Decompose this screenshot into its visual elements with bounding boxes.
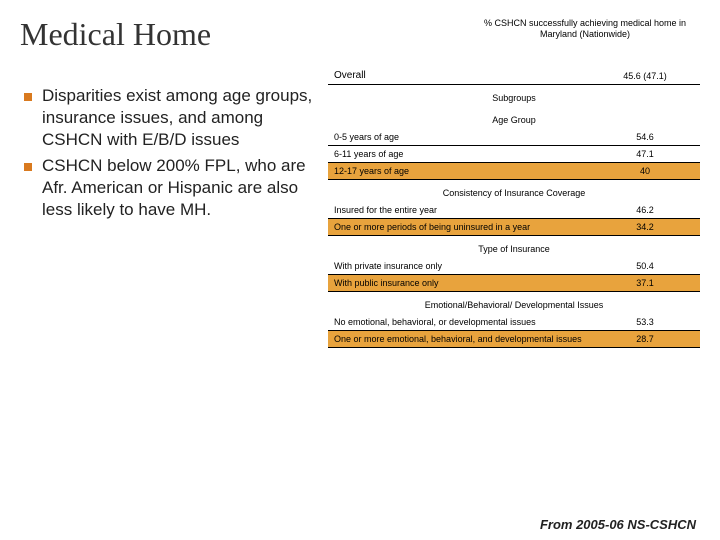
section-header: Age Group	[328, 107, 700, 129]
row-value: 34.2	[590, 219, 700, 236]
row-value: 28.7	[590, 331, 700, 348]
table-row: No emotional, behavioral, or development…	[328, 314, 700, 331]
row-label: 6-11 years of age	[328, 146, 590, 163]
bullet-item: Disparities exist among age groups, insu…	[20, 85, 320, 151]
row-value: 40	[590, 163, 700, 180]
source-citation: From 2005-06 NS-CSHCN	[540, 517, 696, 532]
table-row: One or more periods of being uninsured i…	[328, 219, 700, 236]
row-label: With private insurance only	[328, 258, 590, 275]
page-title: Medical Home	[20, 16, 470, 53]
data-table: Overall 45.6 (47.1) Subgroups Age Group0…	[328, 67, 700, 348]
row-label: One or more periods of being uninsured i…	[328, 219, 590, 236]
row-label: No emotional, behavioral, or development…	[328, 314, 590, 331]
row-label: One or more emotional, behavioral, and d…	[328, 331, 590, 348]
subgroups-header: Subgroups	[328, 85, 700, 108]
table-row: 6-11 years of age47.1	[328, 146, 700, 163]
row-value: 46.2	[590, 202, 700, 219]
row-label: Insured for the entire year	[328, 202, 590, 219]
row-value: 50.4	[590, 258, 700, 275]
bullet-text: Disparities exist among age groups, insu…	[42, 85, 320, 151]
bullet-list: Disparities exist among age groups, insu…	[20, 67, 320, 348]
section-header: Emotional/Behavioral/ Developmental Issu…	[328, 292, 700, 315]
overall-value: 45.6 (47.1)	[590, 67, 700, 85]
column-header: % CSHCN successfully achieving medical h…	[470, 16, 700, 40]
table-row: With private insurance only50.4	[328, 258, 700, 275]
table-row: One or more emotional, behavioral, and d…	[328, 331, 700, 348]
bullet-item: CSHCN below 200% FPL, who are Afr. Ameri…	[20, 155, 320, 221]
table-row: 0-5 years of age54.6	[328, 129, 700, 146]
bullet-text: CSHCN below 200% FPL, who are Afr. Ameri…	[42, 155, 320, 221]
bullet-icon	[24, 93, 32, 101]
section-header: Type of Insurance	[328, 236, 700, 259]
table-row: With public insurance only37.1	[328, 275, 700, 292]
row-label: With public insurance only	[328, 275, 590, 292]
bullet-icon	[24, 163, 32, 171]
table-row: Insured for the entire year46.2	[328, 202, 700, 219]
section-header: Consistency of Insurance Coverage	[328, 180, 700, 203]
row-value: 47.1	[590, 146, 700, 163]
row-value: 54.6	[590, 129, 700, 146]
row-label: 12-17 years of age	[328, 163, 590, 180]
row-value: 37.1	[590, 275, 700, 292]
row-value: 53.3	[590, 314, 700, 331]
row-label: 0-5 years of age	[328, 129, 590, 146]
table-row: 12-17 years of age40	[328, 163, 700, 180]
overall-label: Overall	[328, 67, 590, 85]
